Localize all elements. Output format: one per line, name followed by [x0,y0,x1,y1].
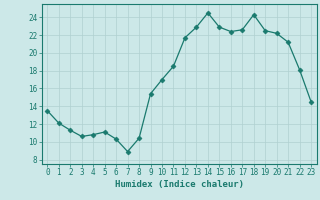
X-axis label: Humidex (Indice chaleur): Humidex (Indice chaleur) [115,180,244,189]
